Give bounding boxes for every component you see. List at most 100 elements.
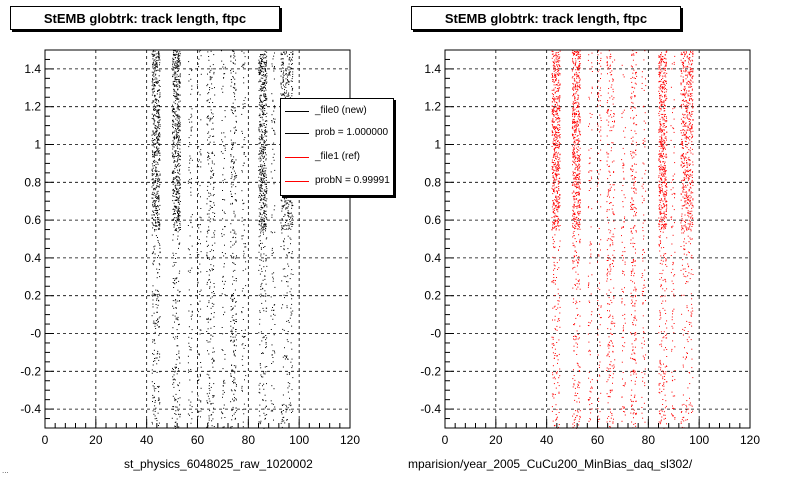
data-point [552,80,554,82]
data-point [157,109,159,110]
data-point [575,181,577,183]
data-point [158,144,160,145]
data-point [197,268,199,270]
data-point [233,210,235,212]
data-point [574,103,576,104]
data-point [200,153,202,155]
data-point [175,123,177,125]
data-point [576,101,578,103]
data-point [174,96,176,98]
data-point [153,189,155,191]
data-point [273,55,275,57]
data-point [555,80,556,82]
data-point [178,58,179,60]
data-point [289,219,290,221]
data-point [179,106,181,108]
data-point [174,78,176,80]
data-point [291,298,293,300]
data-point [191,267,193,269]
data-point [213,293,215,294]
data-point [290,52,292,53]
data-point [284,96,286,98]
data-point [191,314,193,316]
data-point [212,64,214,66]
data-point [288,58,290,60]
data-point [285,200,287,202]
data-point [271,121,273,123]
data-point [554,207,555,209]
data-point [264,197,266,199]
data-point [579,242,581,244]
data-point [574,141,576,143]
data-point [571,77,573,79]
data-point [553,425,555,427]
data-point [554,140,556,142]
data-point [173,170,175,172]
data-point [574,181,576,183]
data-point [159,178,161,180]
data-point [158,51,160,52]
data-point [286,55,288,57]
data-point [177,401,178,403]
data-point [263,197,265,199]
data-point [260,100,262,102]
data-point [287,235,289,237]
data-point [235,233,237,235]
data-point [223,167,225,169]
data-point [155,195,157,197]
data-point [263,412,265,414]
data-point [152,341,154,343]
data-point [265,144,267,146]
data-point [208,377,210,379]
data-point [152,303,154,305]
data-point [243,347,245,349]
data-point [152,397,154,399]
data-point [152,182,154,184]
data-point [559,205,561,207]
data-point [271,65,273,67]
data-point [578,283,580,285]
data-point [153,187,155,189]
data-point [230,255,232,256]
data-point [555,186,557,188]
data-point [575,338,577,340]
data-point [554,376,555,378]
data-point [157,214,158,216]
data-point [573,136,575,138]
data-point [291,218,293,220]
data-point [154,70,155,72]
data-point [262,227,264,229]
data-point [177,215,179,217]
data-point [153,94,155,96]
data-point [578,183,579,185]
data-point [158,54,159,56]
data-point [553,393,554,395]
data-point [159,64,160,66]
data-point [156,102,158,104]
data-point [577,67,579,69]
data-point [156,142,158,144]
data-point [575,303,577,305]
x-tick-label: 40 [140,433,154,447]
data-point [556,113,558,115]
data-point [234,378,236,380]
data-point [177,193,179,195]
data-point [263,229,265,230]
data-point [559,144,560,146]
data-point [264,93,266,95]
data-point [265,210,267,212]
data-point [286,228,287,230]
data-point [559,97,561,99]
data-point [579,134,581,136]
data-point [158,398,160,400]
data-point [152,55,154,57]
data-point [578,149,580,151]
data-point [222,199,224,200]
data-point [174,164,176,166]
data-point [556,325,558,327]
data-point [178,207,180,209]
data-point [575,193,577,195]
data-point [177,93,179,95]
data-point [572,183,574,185]
data-point [172,146,174,148]
